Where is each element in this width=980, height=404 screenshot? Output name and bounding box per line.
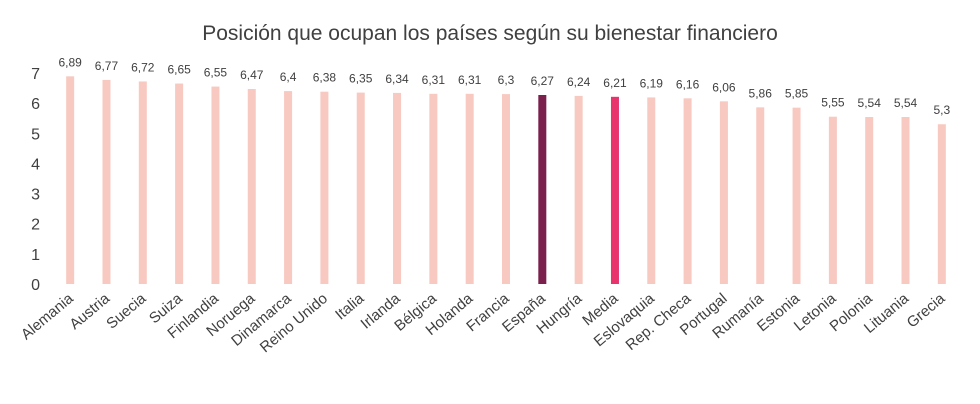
data-label: 6,21 [603, 76, 627, 90]
data-label: 6,35 [349, 72, 373, 86]
bar [901, 117, 910, 284]
data-label: 6,34 [385, 72, 409, 86]
data-label: 6,27 [531, 74, 555, 88]
bar [175, 83, 184, 284]
data-label: 5,54 [858, 96, 882, 110]
bar [792, 107, 801, 285]
data-labels: 6,89 6,77 6,72 6,65 6,55 6,47 6,4 6,38 6,35 6,34 6… [58, 55, 950, 117]
bar [247, 88, 256, 285]
bar [574, 95, 583, 284]
x-tick-label: Austria [66, 290, 113, 333]
data-label: 6,31 [422, 73, 446, 87]
bar [356, 92, 365, 284]
bar [647, 97, 656, 284]
data-label: 6,16 [676, 77, 700, 91]
y-tick-label: 2 [31, 217, 40, 234]
y-tick-label: 7 [31, 66, 40, 83]
bar [756, 107, 765, 284]
y-tick-label: 0 [31, 277, 40, 294]
bar [138, 81, 147, 284]
y-tick-label: 6 [31, 96, 40, 113]
data-label: 6,4 [280, 70, 297, 84]
chart-title: Posición que ocupan los países según su … [202, 22, 778, 45]
bar [66, 76, 75, 285]
bar [102, 79, 111, 284]
data-label: 6,06 [712, 80, 736, 94]
bar [683, 98, 692, 284]
data-label: 5,3 [933, 103, 950, 117]
bar [865, 117, 874, 284]
bar [719, 101, 728, 284]
bar [828, 116, 837, 284]
data-label: 6,3 [498, 73, 515, 87]
bar [284, 91, 293, 284]
y-axis: 0 1 2 3 4 5 6 7 [31, 66, 40, 294]
bar [320, 91, 329, 284]
data-label: 5,85 [785, 87, 809, 101]
data-label: 6,72 [131, 60, 155, 74]
x-axis: AlemaniaAustriaSueciaSuizaFinlandiaNorue… [18, 290, 949, 357]
bar [502, 94, 510, 284]
bar [538, 95, 547, 284]
bar [610, 96, 619, 284]
x-tick-label: Grecia [904, 290, 949, 332]
data-label: 6,65 [167, 63, 191, 77]
bar [429, 93, 438, 284]
data-label: 5,86 [749, 86, 773, 100]
bar [937, 124, 946, 284]
data-label: 5,54 [894, 96, 918, 110]
data-label: 6,89 [58, 55, 82, 69]
data-label: 6,47 [240, 68, 264, 82]
data-label: 6,24 [567, 75, 591, 89]
x-tick-label: Suecia [103, 290, 150, 333]
data-label: 5,55 [821, 96, 845, 110]
bar [465, 93, 474, 284]
y-tick-label: 4 [31, 156, 40, 173]
y-tick-label: 1 [31, 247, 40, 264]
bars [66, 76, 946, 285]
bar [393, 92, 402, 284]
data-label: 6,19 [640, 76, 664, 90]
bar [211, 86, 220, 284]
data-label: 6,77 [95, 59, 119, 73]
y-tick-label: 3 [31, 187, 40, 204]
x-tick-label: Alemania [18, 290, 77, 344]
data-label: 6,38 [313, 71, 337, 85]
data-label: 6,55 [204, 66, 228, 80]
data-label: 6,31 [458, 73, 482, 87]
y-tick-label: 5 [31, 126, 40, 143]
